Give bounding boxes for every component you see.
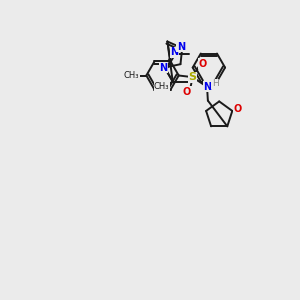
- Text: O: O: [233, 104, 242, 115]
- Text: H: H: [212, 80, 219, 88]
- Text: N: N: [203, 82, 211, 92]
- Text: O: O: [199, 58, 207, 68]
- Text: N: N: [177, 42, 185, 52]
- Text: O: O: [183, 87, 191, 97]
- Text: CH₃: CH₃: [154, 82, 170, 91]
- Text: N: N: [170, 47, 178, 57]
- Text: CH₃: CH₃: [124, 71, 139, 80]
- Text: N: N: [159, 63, 167, 73]
- Text: S: S: [188, 72, 196, 82]
